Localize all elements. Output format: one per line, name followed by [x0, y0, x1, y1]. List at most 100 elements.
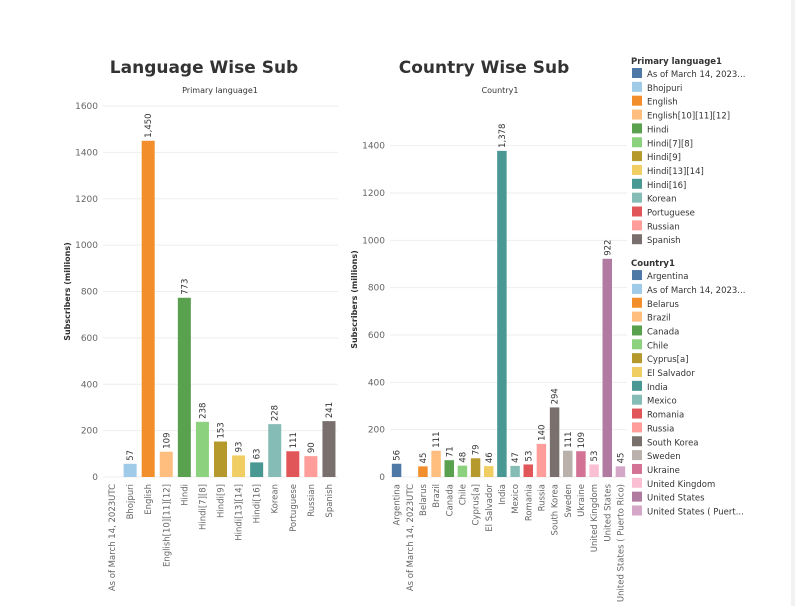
- bar[interactable]: [232, 455, 246, 477]
- data-label: 111: [432, 431, 442, 447]
- legend-item[interactable]: Hindi: [632, 123, 669, 135]
- bar[interactable]: [268, 424, 282, 477]
- y-tick-label: 200: [368, 426, 385, 436]
- legend-item[interactable]: Hindi[7][8]: [632, 137, 693, 149]
- bar[interactable]: [484, 466, 494, 477]
- bar[interactable]: [250, 462, 264, 477]
- x-tick-label: Mexico: [511, 484, 521, 514]
- bar[interactable]: [177, 297, 191, 477]
- bar[interactable]: [444, 460, 454, 477]
- bar[interactable]: [536, 443, 547, 477]
- legend-item[interactable]: Cyprus[a]: [632, 353, 689, 365]
- legend-item[interactable]: Bhojpuri: [632, 81, 682, 94]
- x-tick-label: Romania: [524, 484, 534, 521]
- chart-subtitle: Primary language1: [182, 86, 258, 95]
- legend-label: Hindi[13][14]: [647, 167, 704, 177]
- legend-label: Bhojpuri: [647, 84, 682, 94]
- legend-item[interactable]: Brazil: [632, 311, 671, 324]
- data-label: 111: [289, 432, 299, 448]
- bar[interactable]: [123, 463, 137, 477]
- y-tick-label: 1200: [75, 195, 98, 205]
- bar[interactable]: [304, 456, 318, 477]
- legend-item[interactable]: As of March 14, 2023...: [632, 68, 745, 80]
- vertical-scrollbar[interactable]: [791, 0, 795, 606]
- y-tick-label: 1000: [75, 241, 98, 251]
- bar[interactable]: [141, 140, 155, 477]
- legend-item[interactable]: Hindi[13][14]: [632, 164, 704, 177]
- legend-item[interactable]: Belarus: [632, 297, 680, 310]
- legend-item[interactable]: English: [632, 95, 678, 108]
- bar[interactable]: [523, 464, 533, 477]
- legend-label: Hindi[7][8]: [647, 139, 693, 149]
- bar[interactable]: [418, 466, 428, 477]
- y-tick-label: 1200: [362, 189, 385, 199]
- legend-item[interactable]: Hindi[9]: [632, 151, 681, 163]
- bar[interactable]: [602, 258, 612, 477]
- legend-label: Cyprus[a]: [647, 355, 689, 365]
- y-tick-label: 800: [368, 284, 385, 294]
- bar[interactable]: [615, 466, 626, 477]
- legend-item[interactable]: Ukraine: [632, 463, 680, 476]
- legend-item[interactable]: Korean: [632, 192, 676, 205]
- legend-item[interactable]: English[10][11][12]: [632, 109, 730, 122]
- data-label: 1,450: [144, 113, 154, 137]
- x-tick-label: United States: [603, 483, 613, 541]
- bar[interactable]: [576, 451, 586, 477]
- bar[interactable]: [563, 450, 573, 477]
- legend-swatch: [632, 422, 642, 433]
- legend-label: English[10][11][12]: [647, 112, 730, 122]
- x-tick-label: Hindi[13][14]: [235, 484, 245, 541]
- legend-item[interactable]: Canada: [632, 325, 679, 337]
- x-tick-label: India: [498, 484, 508, 505]
- legend-item[interactable]: As of March 14, 2023...: [632, 283, 745, 296]
- x-tick-label: Bhojpuri: [126, 484, 136, 519]
- legend-item[interactable]: Sweden: [632, 450, 681, 462]
- y-tick-label: 1000: [362, 236, 385, 246]
- legend-item[interactable]: United States ( Puert...: [632, 505, 744, 518]
- legend-item[interactable]: Argentina: [632, 270, 688, 282]
- legend-label: Ukraine: [647, 466, 680, 476]
- y-tick-label: 400: [368, 378, 385, 388]
- legend-item[interactable]: Mexico: [632, 394, 677, 407]
- x-tick-label: As of March 14, 2023UTC: [108, 484, 118, 591]
- legend-item[interactable]: United Kingdom: [632, 477, 715, 490]
- legend-item[interactable]: El Salvador: [632, 367, 695, 379]
- legend-swatch: [632, 325, 642, 336]
- bar[interactable]: [213, 441, 228, 477]
- data-label: 45: [616, 453, 626, 464]
- legend-item[interactable]: Russian: [632, 220, 680, 232]
- bar[interactable]: [549, 407, 560, 477]
- legend-item[interactable]: Chile: [632, 339, 668, 351]
- bar[interactable]: [510, 465, 520, 477]
- legend-swatch: [632, 81, 642, 92]
- bar[interactable]: [470, 458, 481, 477]
- bar[interactable]: [195, 421, 209, 477]
- legend-item[interactable]: Spanish: [632, 234, 681, 246]
- legend-item[interactable]: India: [632, 380, 668, 393]
- bar[interactable]: [431, 450, 441, 477]
- x-tick-label: Cyprus[a]: [472, 484, 482, 526]
- bar[interactable]: [286, 451, 300, 477]
- legend-swatch: [632, 192, 642, 203]
- bar[interactable]: [589, 464, 599, 477]
- bar[interactable]: [457, 465, 468, 477]
- bar[interactable]: [391, 463, 402, 477]
- bar[interactable]: [497, 150, 507, 477]
- legend-item[interactable]: Portuguese: [632, 206, 695, 219]
- x-tick-label: Hindi[16]: [253, 484, 263, 523]
- bar[interactable]: [322, 421, 336, 477]
- bar[interactable]: [159, 451, 173, 477]
- legend-item[interactable]: Hindi[16]: [632, 178, 686, 191]
- legend-item[interactable]: South Korea: [632, 436, 699, 448]
- legend-item[interactable]: United States: [632, 491, 705, 504]
- y-tick-label: 600: [81, 334, 98, 344]
- x-tick-label: Hindi: [180, 484, 190, 506]
- chart-subtitle: Country1: [482, 86, 519, 95]
- legend-swatch: [632, 505, 642, 516]
- legend-label: Argentina: [647, 272, 688, 282]
- legend-label: Korean: [647, 195, 676, 205]
- legend-item[interactable]: Russia: [632, 422, 674, 434]
- legend-label: English: [647, 98, 678, 108]
- legend-item[interactable]: Romania: [632, 408, 684, 421]
